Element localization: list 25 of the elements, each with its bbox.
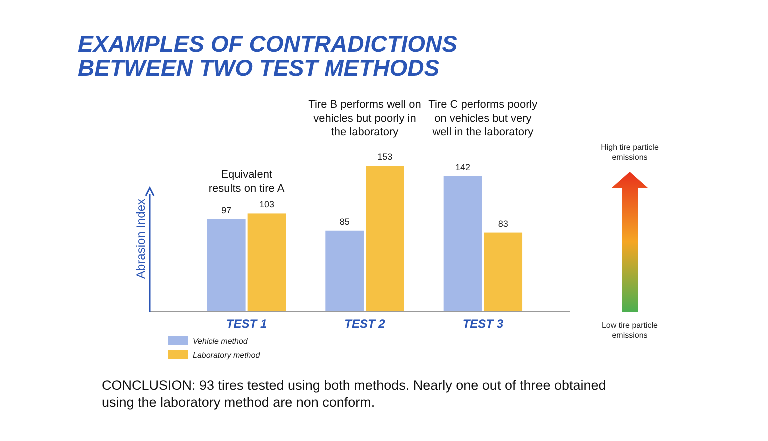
text: Low tire particle emissions xyxy=(602,321,659,340)
bar xyxy=(444,176,482,312)
bar xyxy=(484,232,523,312)
data-label: 83 xyxy=(498,218,508,229)
text: High tire particle emissions xyxy=(601,143,660,162)
bar xyxy=(248,214,286,312)
data-label: 142 xyxy=(455,162,471,172)
data-label: 103 xyxy=(259,200,275,210)
chart-title: EXAMPLES OF CONTRADICTIONS BETWEEN TWO TEST METHODS xyxy=(78,31,458,81)
bar xyxy=(366,166,404,312)
bar xyxy=(207,219,246,312)
legend-label: Laboratory method xyxy=(193,351,261,360)
x-tick-label: TEST 3 xyxy=(462,317,504,331)
text: CONCLUSION: 93 tires tested using both methods. Nearly one out of three obtained using the laboratory method are non conform. xyxy=(102,378,606,410)
data-label: 153 xyxy=(378,152,393,162)
text: Tire C performs poorly on vehicles but very well in the laboratory xyxy=(428,99,538,138)
y-axis-title: Abrasion Index xyxy=(134,198,148,280)
data-label: 85 xyxy=(340,216,350,227)
annotation: Equivalent results on tire A xyxy=(208,169,286,195)
text: Tire B performs well on vehicles but poorly in the laboratory xyxy=(308,99,422,138)
data-label: 97 xyxy=(222,205,232,216)
x-tick-label: TEST 2 xyxy=(344,317,386,331)
x-tick-label: TEST 1 xyxy=(226,317,268,331)
legend-label: Vehicle method xyxy=(193,337,248,346)
bar xyxy=(326,230,364,312)
